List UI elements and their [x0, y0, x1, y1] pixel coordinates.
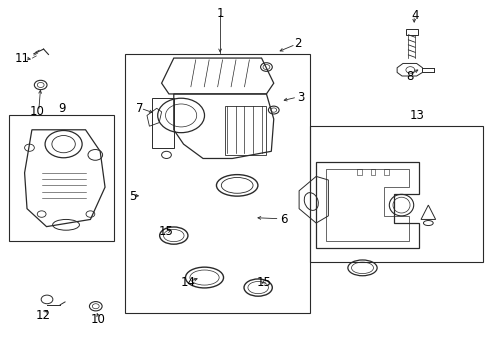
Bar — [125, 54, 310, 313]
Bar — [370, 169, 375, 175]
Text: 3: 3 — [296, 91, 304, 104]
Bar — [310, 126, 483, 262]
Bar — [383, 169, 388, 175]
Bar — [9, 116, 114, 241]
Text: 14: 14 — [181, 276, 196, 289]
Text: 6: 6 — [279, 213, 286, 226]
Text: 15: 15 — [159, 225, 174, 238]
Text: 12: 12 — [36, 309, 51, 322]
Text: 15: 15 — [256, 276, 271, 289]
Text: 10: 10 — [91, 313, 105, 327]
Text: 1: 1 — [216, 7, 224, 20]
Bar — [224, 107, 266, 155]
Text: 2: 2 — [294, 37, 301, 50]
Text: 7: 7 — [136, 102, 143, 115]
Text: 10: 10 — [30, 105, 44, 118]
Text: 5: 5 — [128, 190, 136, 203]
Text: 4: 4 — [410, 9, 418, 22]
Text: 11: 11 — [15, 51, 30, 64]
Text: 9: 9 — [58, 102, 65, 115]
Text: 8: 8 — [406, 69, 413, 82]
Bar — [405, 30, 417, 35]
Bar — [356, 169, 361, 175]
Text: 13: 13 — [409, 109, 424, 122]
